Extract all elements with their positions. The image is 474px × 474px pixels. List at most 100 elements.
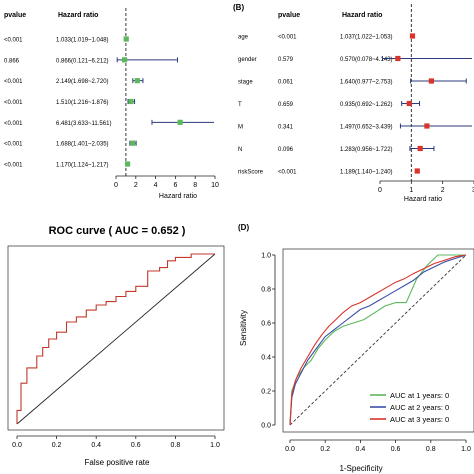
x-axis-label-d: 1-Specificity [339, 464, 382, 473]
roc-c-x-tick-label: 0.0 [12, 442, 22, 449]
forest-a-x-tick-label: 2 [134, 182, 138, 189]
forest-a-row-pvalue: <0.001 [4, 142, 23, 148]
forest-b-hr-marker [395, 55, 401, 62]
forest-b-row-label: age [238, 35, 249, 41]
x-axis-label-a: Hazard ratio [159, 193, 197, 200]
forest-a-x-tick-label: 0 [114, 182, 118, 189]
roc-c-series-line-1 [16, 253, 215, 424]
roc-d-legend-label-1: AUC at 1 years: 0 [390, 391, 449, 400]
forest-plot-b: (B) pvalue Hazard ratio Hazard ratio age… [233, 3, 474, 203]
roc-plot-d: (D) 1-Specificity Sensitivity 0.0 0.2 0.4 0… [238, 223, 474, 473]
roc-d-x-tick-label: 0.8 [426, 446, 436, 453]
x-axis-label-b: Hazard ratio [404, 196, 442, 203]
roc-d-x-tick-label: 0.0 [285, 446, 295, 453]
forest-b-hr-marker [417, 145, 423, 152]
pvalue-header-b: pvalue [278, 12, 300, 19]
forest-a-x-tick-label: 6 [173, 182, 177, 189]
forest-b-row-label: T [238, 102, 242, 108]
forest-a-hr-marker [123, 36, 129, 42]
roc-d-series-line-2 [289, 254, 467, 426]
forest-a-x-tick-label: 4 [154, 182, 158, 189]
forest-b-row-pvalue: 0.096 [278, 147, 294, 153]
roc-c-x-tick-label: 0.8 [171, 442, 181, 449]
forest-b-row-pvalue: 0.061 [278, 80, 294, 86]
hr-header-a: Hazard ratio [58, 12, 98, 19]
forest-a-row-hr: 0.866(0.121~6.212) [56, 58, 109, 64]
forest-a-row-hr: 6.481(3.633~11.561) [56, 121, 111, 127]
forest-b-row-pvalue: <0.001 [278, 170, 297, 176]
roc-d-y-tick-label: 0.0 [261, 423, 271, 430]
roc-d-diagonal-line [289, 254, 467, 426]
forest-a-row-pvalue: <0.001 [4, 79, 23, 85]
forest-b-row-label: gender [238, 57, 257, 63]
forest-a-row-hr: 1.170(1.124~1.217) [56, 163, 109, 169]
forest-b-hr-marker [428, 78, 434, 84]
roc-d-plot-frame [282, 248, 474, 433]
forest-b-x-tick-label: 0 [378, 187, 382, 194]
roc-c-diagonal-line [16, 253, 216, 425]
forest-a-row-hr: 1.688(1.401~2.035) [56, 142, 109, 148]
forest-a-hr-marker [128, 98, 134, 105]
roc-c-x-tick-label: 0.4 [91, 442, 101, 449]
forest-a-hr-marker [134, 78, 140, 84]
roc-d-series-line-3 [289, 254, 467, 426]
forest-b-row-hr: 1.640(0.977~2.753) [340, 80, 393, 86]
forest-b-x-tick-label: 1 [409, 187, 413, 194]
forest-b-row-label: M [238, 125, 243, 131]
forest-b-row-label: N [238, 147, 242, 153]
forest-a-row-hr: 1.033(1.019~1.048) [56, 38, 109, 44]
y-axis-label-d: Sensitivity [239, 310, 248, 346]
roc-d-y-tick-label: 0.6 [261, 321, 271, 328]
forest-b-row-hr: 0.570(0.078~4.143) [340, 57, 393, 63]
hr-header-b: Hazard ratio [342, 12, 382, 19]
forest-a-row-pvalue: <0.001 [4, 100, 23, 106]
roc-c-plot-frame [7, 245, 225, 431]
forest-a-row-hr: 2.149(1.698~2.720) [56, 79, 109, 85]
roc-d-y-tick-label: 1.0 [261, 253, 271, 260]
forest-b-row-hr: 0.935(0.692~1.262) [340, 102, 393, 108]
forest-b-hr-marker [406, 100, 412, 107]
panel-label-d: (D) [238, 223, 249, 232]
forest-b-x-tick-label: 2 [441, 187, 445, 194]
forest-a-row-pvalue: <0.001 [4, 38, 23, 44]
forest-a-hr-marker [121, 57, 128, 63]
forest-a-row-pvalue: <0.001 [4, 121, 23, 127]
roc-d-legend-label-3: AUC at 3 years: 0 [390, 415, 449, 424]
roc-d-x-tick-label: 1.0 [461, 446, 471, 453]
forest-b-hr-marker [409, 33, 416, 39]
roc-c-x-tick-label: 0.2 [52, 442, 62, 449]
forest-b-row-hr: 1.283(0.956~1.722) [340, 147, 393, 153]
roc-d-y-tick-label: 0.8 [261, 287, 271, 294]
roc-d-y-tick-label: 0.4 [261, 355, 271, 362]
forest-b-row-hr: 1.497(0.652~3.439) [340, 125, 393, 131]
forest-b-row-pvalue: 0.341 [278, 125, 294, 131]
forest-b-row-hr: 1.189(1.140~1.240) [340, 170, 393, 176]
forest-b-row-pvalue: 0.659 [278, 102, 294, 108]
roc-plot-c: ROC curve ( AUC = 0.652 ) False positive… [7, 225, 225, 467]
forest-a-row-hr: 1.510(1.216~1.876) [56, 100, 109, 106]
forest-a-hr-marker [177, 119, 183, 125]
forest-b-row-pvalue: <0.001 [278, 35, 297, 41]
forest-b-hr-marker [424, 123, 430, 129]
forest-b-row-hr: 1.037(1.022~1.053) [340, 35, 393, 41]
forest-b-row-label: stage [238, 80, 253, 86]
pvalue-header-a: pvalue [4, 12, 26, 19]
roc-title-c: ROC curve ( AUC = 0.652 ) [49, 225, 186, 237]
forest-a-hr-marker [124, 161, 131, 167]
forest-a-row-pvalue: <0.001 [4, 163, 23, 169]
forest-b-hr-marker [414, 168, 420, 174]
forest-b-row-pvalue: 0.579 [278, 57, 294, 63]
roc-d-x-tick-label: 0.2 [320, 446, 330, 453]
forest-a-x-tick-label: 8 [193, 182, 197, 189]
roc-d-legend-label-2: AUC at 2 years: 0 [390, 403, 449, 412]
forest-b-x-tick-label: 3 [472, 187, 474, 194]
roc-c-x-tick-label: 1.0 [210, 442, 220, 449]
forest-a-hr-marker [130, 140, 136, 146]
roc-c-x-tick-label: 0.6 [131, 442, 141, 449]
forest-b-row-label: riskScore [238, 170, 264, 176]
panel-label-b: (B) [233, 3, 244, 12]
forest-a-x-tick-label: 10 [211, 182, 219, 189]
roc-d-x-tick-label: 0.6 [391, 446, 401, 453]
roc-d-x-tick-label: 0.4 [356, 446, 366, 453]
